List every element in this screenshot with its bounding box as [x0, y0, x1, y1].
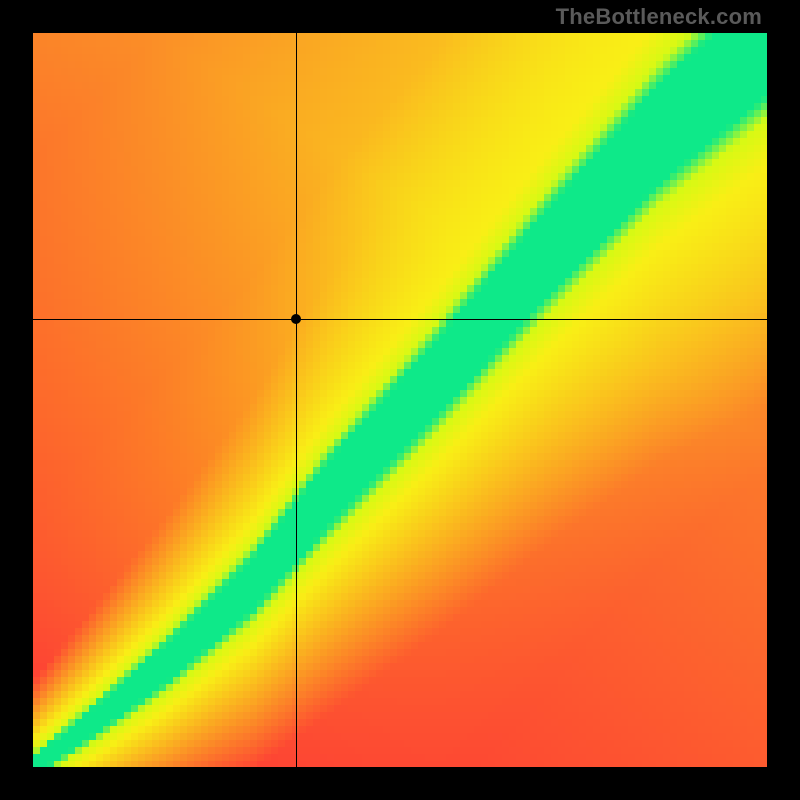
crosshair-marker-dot: [291, 314, 301, 324]
crosshair-horizontal-line: [33, 319, 767, 320]
crosshair-vertical-line: [296, 33, 297, 767]
watermark-text: TheBottleneck.com: [556, 4, 762, 30]
bottleneck-heatmap: [33, 33, 767, 767]
